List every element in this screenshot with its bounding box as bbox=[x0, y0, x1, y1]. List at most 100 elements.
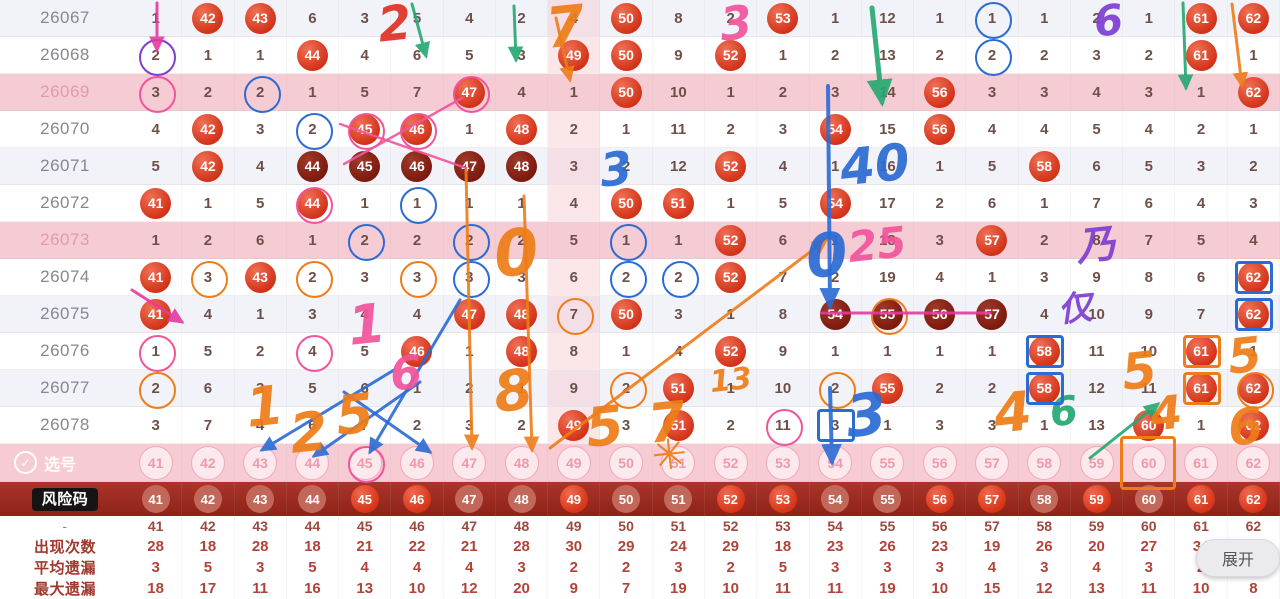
miss-count: 4 bbox=[569, 194, 578, 212]
stat-value: 13 bbox=[356, 580, 374, 597]
miss-count: 3 bbox=[1144, 83, 1153, 101]
miss-count: 4 bbox=[1040, 305, 1049, 323]
drawn-ball: 52 bbox=[715, 261, 747, 293]
drawn-ball: 61 bbox=[1185, 2, 1217, 34]
chart-cell: 1 bbox=[914, 333, 967, 369]
select-number-cell[interactable]: 44 bbox=[287, 444, 340, 481]
chart-cell: 56 bbox=[914, 74, 967, 110]
select-number-cell[interactable]: 50 bbox=[600, 444, 653, 481]
select-number-cell[interactable]: 56 bbox=[914, 444, 967, 481]
stat-row: 平均遗漏3535444322325333434322 bbox=[0, 557, 1280, 578]
chart-cell: 7 bbox=[757, 259, 810, 295]
miss-count: 1 bbox=[308, 83, 317, 101]
miss-count: 1 bbox=[1040, 194, 1049, 212]
select-number-cell[interactable]: 51 bbox=[653, 444, 705, 481]
drawn-ball: 48 bbox=[506, 298, 538, 330]
stat-value: 13 bbox=[1088, 580, 1105, 597]
chart-cell: 3 bbox=[1175, 148, 1228, 184]
select-number-cell[interactable]: 62 bbox=[1228, 444, 1280, 481]
select-number-cell[interactable]: 45 bbox=[339, 444, 392, 483]
drawn-ball: 58 bbox=[1028, 372, 1060, 404]
risk-code-cell: 49 bbox=[548, 482, 601, 516]
period-label: 26074 bbox=[40, 267, 90, 286]
risk-code-ball: 50 bbox=[612, 485, 641, 513]
stat-cell: 4 bbox=[1071, 557, 1124, 578]
miss-count: 7 bbox=[412, 83, 422, 101]
miss-count: 13 bbox=[879, 46, 896, 64]
chart-cell: 1 bbox=[653, 222, 705, 258]
chart-cell: 50 bbox=[600, 0, 653, 36]
chart-cell: 3 bbox=[757, 111, 810, 147]
select-number-ball: 62 bbox=[1236, 445, 1271, 480]
miss-count: 2 bbox=[1092, 9, 1101, 27]
chart-cell: 6 bbox=[548, 259, 601, 295]
drawn-ball: 45 bbox=[349, 113, 381, 145]
chart-cell: 17 bbox=[862, 185, 915, 221]
chart-cell: 4 bbox=[130, 111, 183, 147]
miss-count: 10 bbox=[774, 379, 792, 397]
chart-cell: 2 bbox=[914, 185, 967, 221]
chart-cell: 4 bbox=[182, 296, 235, 332]
select-number-cell[interactable]: 43 bbox=[235, 444, 287, 481]
select-number-cell[interactable]: 58 bbox=[1019, 444, 1071, 481]
miss-count: 5 bbox=[987, 157, 997, 175]
period-row: 26078 3 7 4 6 7 2 3 2 49 3 51 2 11 3 1 3 3 1 13 60 1 62 bbox=[0, 407, 1280, 446]
select-number-cell[interactable]: 48 bbox=[496, 444, 549, 481]
select-number-cell[interactable]: 42 bbox=[182, 444, 235, 481]
streak-ball: 57 bbox=[976, 298, 1008, 330]
chart-cell: 44 bbox=[287, 37, 340, 73]
chart-cell: 1 bbox=[862, 333, 915, 369]
drawn-ball: 50 bbox=[610, 2, 642, 34]
risk-row-label: 风险码 bbox=[0, 482, 130, 516]
chart-cell: 44 bbox=[287, 185, 340, 224]
chart-cell: 53 bbox=[757, 0, 810, 36]
miss-count: 19 bbox=[879, 268, 896, 286]
column-number: 62 bbox=[1245, 518, 1262, 534]
stat-value: 3 bbox=[1144, 559, 1153, 576]
select-number-cell[interactable]: 41 bbox=[130, 444, 183, 481]
select-number-cell[interactable]: 46 bbox=[391, 444, 444, 481]
column-number: 47 bbox=[461, 518, 478, 534]
chart-cell: 6 bbox=[287, 407, 340, 443]
column-number-cell: 62 bbox=[1228, 516, 1280, 536]
miss-count: 3 bbox=[935, 231, 944, 249]
chart-cell: 10 bbox=[1123, 333, 1176, 369]
chart-cell: 1 bbox=[966, 0, 1019, 39]
chart-cell: 9 bbox=[757, 333, 810, 369]
expand-button[interactable]: 展开 bbox=[1196, 539, 1280, 577]
chart-cell: 7 bbox=[1123, 222, 1176, 258]
select-number-cell[interactable]: 53 bbox=[757, 444, 810, 481]
select-number-cell[interactable]: 47 bbox=[444, 444, 496, 481]
chart-cell: 42 bbox=[182, 111, 235, 147]
select-number-cell[interactable]: 60 bbox=[1123, 444, 1176, 481]
risk-code-cell: 62 bbox=[1228, 482, 1280, 516]
risk-code-ball: 60 bbox=[1134, 485, 1163, 513]
select-number-cell[interactable]: 61 bbox=[1175, 444, 1228, 481]
column-number: 49 bbox=[566, 518, 582, 534]
stat-value: 23 bbox=[826, 538, 844, 555]
chart-cell: 1 bbox=[391, 370, 444, 406]
select-number-cell[interactable]: 49 bbox=[548, 444, 601, 481]
select-number-cell[interactable]: 52 bbox=[705, 444, 758, 481]
column-number-cell: 41 bbox=[130, 516, 183, 536]
miss-count: 3 bbox=[360, 9, 369, 27]
column-number: 50 bbox=[618, 518, 634, 534]
select-number-cell[interactable]: 55 bbox=[862, 444, 915, 481]
risk-code-ball: 47 bbox=[455, 485, 484, 513]
chart-cell: 52 bbox=[705, 259, 758, 295]
stat-value: 2 bbox=[726, 559, 735, 576]
chart-cell: 1 bbox=[1228, 37, 1280, 73]
select-number-cell[interactable]: 54 bbox=[810, 444, 862, 481]
chart-cell: 42 bbox=[182, 0, 235, 36]
select-number-cell[interactable]: 57 bbox=[966, 444, 1019, 481]
chart-cell: 45 bbox=[339, 111, 392, 150]
select-number-ball: 60 bbox=[1131, 445, 1166, 480]
chart-cell: 46 bbox=[391, 333, 444, 369]
chart-cell: 2 bbox=[600, 370, 653, 409]
stat-cell: 13 bbox=[1071, 578, 1124, 599]
column-number: 41 bbox=[147, 518, 164, 534]
miss-count: 5 bbox=[412, 9, 422, 27]
miss-count: 8 bbox=[1144, 268, 1153, 286]
select-number-cell[interactable]: 59 bbox=[1071, 444, 1124, 481]
